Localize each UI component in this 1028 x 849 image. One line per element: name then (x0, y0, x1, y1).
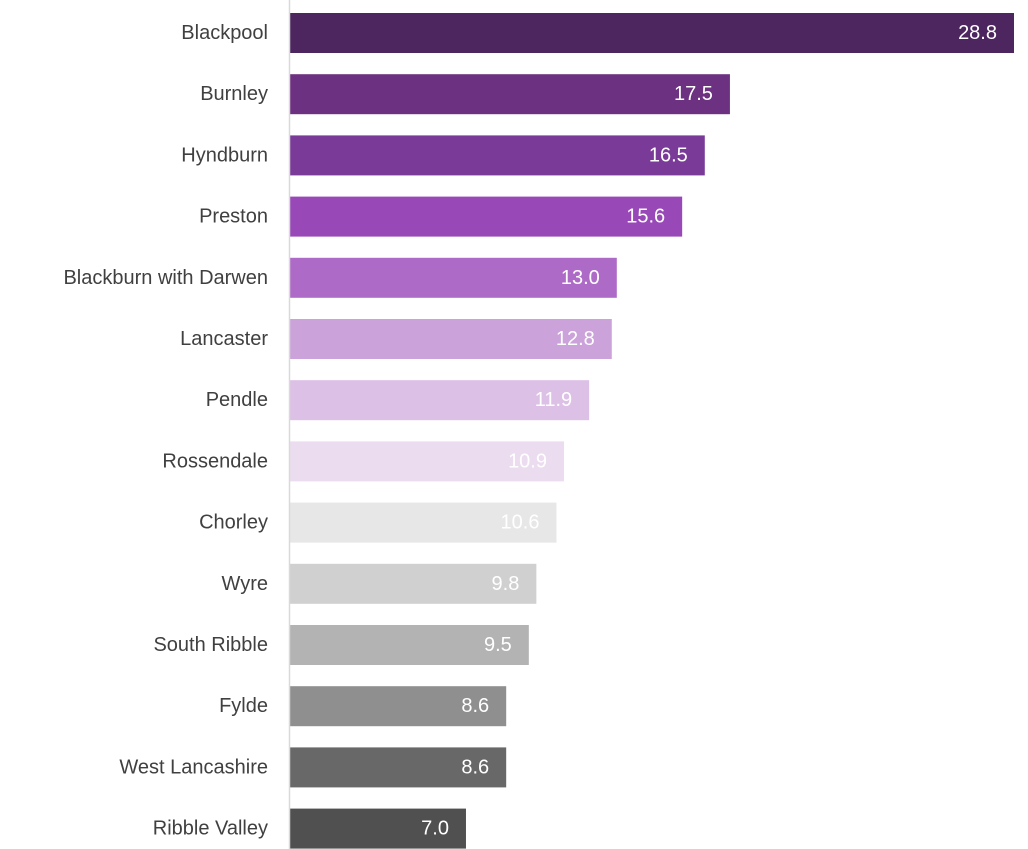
bar-fylde (290, 686, 507, 727)
category-label: Pendle (206, 389, 268, 411)
category-label: Hyndburn (181, 144, 268, 166)
category-label: Blackpool (181, 22, 268, 44)
bar-hyndburn (290, 135, 705, 176)
bar-blackpool (290, 13, 1014, 53)
category-label: Blackburn with Darwen (63, 267, 268, 289)
value-label: 8.6 (461, 695, 489, 717)
category-label: Rossendale (162, 450, 268, 472)
value-label: 9.8 (492, 573, 520, 595)
category-labels-layer: Blackpool Burnley Hyndburn Preston Blackburn… (63, 22, 268, 840)
value-label: 11.9 (535, 389, 572, 411)
value-label: 28.8 (958, 22, 997, 44)
category-label: Chorley (199, 512, 268, 534)
bar-lancaster (290, 319, 612, 359)
value-label: 15.6 (626, 206, 665, 228)
value-label: 12.8 (556, 328, 595, 350)
bars-layer (290, 13, 1014, 849)
bar-blackburn-with-darwen (290, 257, 617, 298)
bar-rossendale (290, 441, 565, 482)
bar-ribble-valley (290, 808, 466, 849)
value-label: 7.0 (421, 818, 449, 840)
bar-burnley (290, 74, 730, 115)
value-label: 13.0 (561, 267, 600, 289)
category-label: Lancaster (180, 328, 268, 350)
bar-west-lancashire (290, 747, 507, 788)
category-label: South Ribble (153, 634, 268, 656)
value-label: 16.5 (649, 144, 688, 166)
bar-south-ribble (290, 625, 529, 665)
bar-preston (290, 196, 683, 237)
value-label: 17.5 (674, 83, 713, 105)
category-label: West Lancashire (119, 756, 268, 778)
bar-chorley (290, 502, 557, 543)
category-label: Burnley (200, 83, 268, 105)
value-labels-layer: 28.8 17.5 16.5 15.6 13.0 12.8 11.9 10.9 10.6 9.8 9… (421, 22, 997, 840)
bar-pendle (290, 380, 590, 421)
category-label: Fylde (219, 695, 268, 717)
value-label: 10.9 (508, 450, 547, 472)
category-label: Preston (199, 206, 268, 228)
category-label: Wyre (222, 573, 268, 595)
value-label: 8.6 (461, 756, 489, 778)
value-label: 10.6 (501, 512, 540, 534)
category-label: Ribble Valley (153, 818, 268, 840)
value-label: 9.5 (484, 634, 512, 656)
bar-wyre (290, 563, 537, 604)
